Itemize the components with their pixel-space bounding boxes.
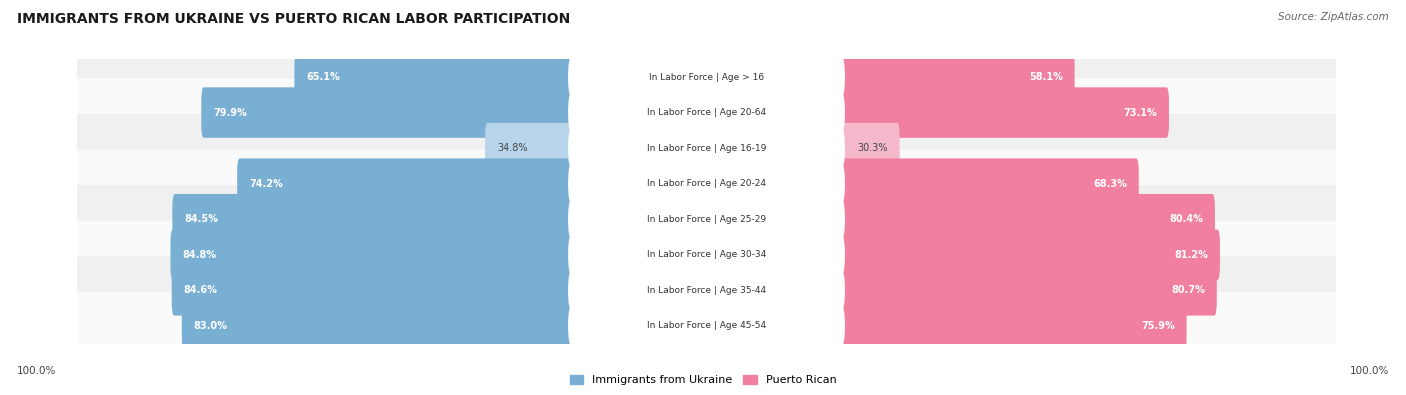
FancyBboxPatch shape	[568, 93, 845, 132]
FancyBboxPatch shape	[75, 79, 1339, 147]
Text: In Labor Force | Age > 16: In Labor Force | Age > 16	[650, 73, 763, 81]
Text: 68.3%: 68.3%	[1092, 179, 1126, 189]
FancyBboxPatch shape	[842, 301, 1187, 351]
Text: 65.1%: 65.1%	[307, 72, 340, 82]
FancyBboxPatch shape	[75, 221, 1339, 289]
FancyBboxPatch shape	[181, 301, 571, 351]
FancyBboxPatch shape	[170, 229, 571, 280]
FancyBboxPatch shape	[75, 114, 1339, 182]
Text: In Labor Force | Age 35-44: In Labor Force | Age 35-44	[647, 286, 766, 295]
Text: 30.3%: 30.3%	[858, 143, 887, 153]
FancyBboxPatch shape	[568, 128, 845, 168]
FancyBboxPatch shape	[294, 52, 571, 102]
FancyBboxPatch shape	[842, 158, 1139, 209]
Text: 73.1%: 73.1%	[1123, 107, 1157, 118]
FancyBboxPatch shape	[842, 52, 1074, 102]
Text: 84.5%: 84.5%	[184, 214, 218, 224]
Text: 100.0%: 100.0%	[1350, 366, 1389, 376]
Text: 81.2%: 81.2%	[1174, 250, 1208, 260]
Text: 100.0%: 100.0%	[17, 366, 56, 376]
FancyBboxPatch shape	[172, 265, 571, 316]
FancyBboxPatch shape	[485, 123, 571, 173]
FancyBboxPatch shape	[568, 199, 845, 239]
Text: 80.7%: 80.7%	[1171, 285, 1205, 295]
Text: In Labor Force | Age 16-19: In Labor Force | Age 16-19	[647, 144, 766, 152]
Text: In Labor Force | Age 45-54: In Labor Force | Age 45-54	[647, 322, 766, 330]
Text: 84.8%: 84.8%	[183, 250, 217, 260]
Text: 58.1%: 58.1%	[1029, 72, 1063, 82]
FancyBboxPatch shape	[173, 194, 571, 245]
FancyBboxPatch shape	[842, 194, 1215, 245]
Text: IMMIGRANTS FROM UKRAINE VS PUERTO RICAN LABOR PARTICIPATION: IMMIGRANTS FROM UKRAINE VS PUERTO RICAN …	[17, 12, 569, 26]
FancyBboxPatch shape	[75, 292, 1339, 360]
FancyBboxPatch shape	[75, 150, 1339, 218]
Text: 75.9%: 75.9%	[1140, 321, 1174, 331]
Text: 83.0%: 83.0%	[194, 321, 228, 331]
FancyBboxPatch shape	[75, 185, 1339, 253]
FancyBboxPatch shape	[842, 229, 1220, 280]
Text: 84.6%: 84.6%	[184, 285, 218, 295]
FancyBboxPatch shape	[842, 87, 1168, 138]
FancyBboxPatch shape	[568, 57, 845, 97]
FancyBboxPatch shape	[75, 43, 1339, 111]
FancyBboxPatch shape	[842, 123, 900, 173]
Text: 80.4%: 80.4%	[1168, 214, 1204, 224]
FancyBboxPatch shape	[238, 158, 571, 209]
FancyBboxPatch shape	[75, 256, 1339, 324]
FancyBboxPatch shape	[842, 265, 1216, 316]
FancyBboxPatch shape	[568, 235, 845, 275]
Text: Source: ZipAtlas.com: Source: ZipAtlas.com	[1278, 12, 1389, 22]
Text: 34.8%: 34.8%	[496, 143, 527, 153]
Legend: Immigrants from Ukraine, Puerto Rican: Immigrants from Ukraine, Puerto Rican	[569, 375, 837, 386]
FancyBboxPatch shape	[568, 271, 845, 310]
Text: 79.9%: 79.9%	[214, 107, 247, 118]
Text: In Labor Force | Age 20-64: In Labor Force | Age 20-64	[647, 108, 766, 117]
Text: In Labor Force | Age 30-34: In Labor Force | Age 30-34	[647, 250, 766, 259]
Text: In Labor Force | Age 20-24: In Labor Force | Age 20-24	[647, 179, 766, 188]
FancyBboxPatch shape	[568, 164, 845, 203]
Text: 74.2%: 74.2%	[249, 179, 283, 189]
FancyBboxPatch shape	[201, 87, 571, 138]
FancyBboxPatch shape	[568, 306, 845, 346]
Text: In Labor Force | Age 25-29: In Labor Force | Age 25-29	[647, 215, 766, 224]
